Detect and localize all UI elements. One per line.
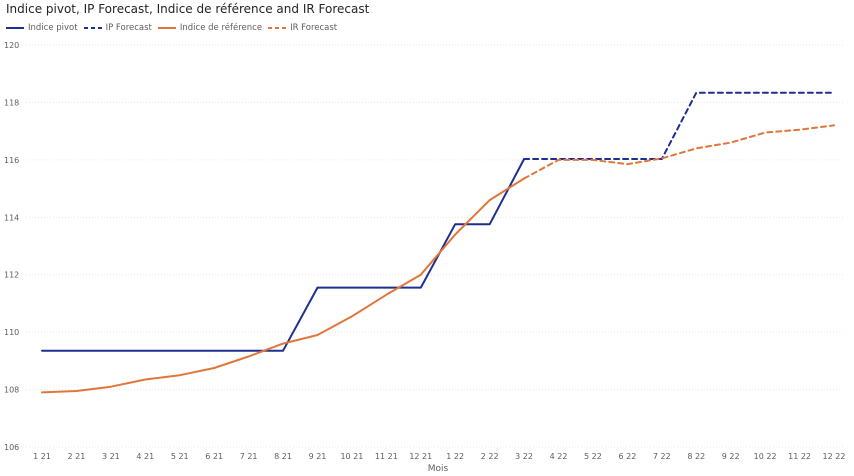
series-line-ip-forecast [523, 91, 835, 160]
x-tick-label: 10 21 [340, 452, 363, 461]
series-line-ir-forecast [523, 124, 835, 180]
x-tick-label: 6 21 [205, 452, 223, 461]
y-tick-label: 120 [4, 41, 19, 50]
legend-label-ir-forecast: IR Forecast [290, 23, 338, 33]
legend-swatch-ip-forecast [83, 27, 102, 29]
x-tick-label: 2 22 [481, 452, 499, 461]
series-line-indice-de-reference [41, 177, 526, 394]
x-tick-label: 8 22 [687, 452, 705, 461]
x-tick-label: 5 21 [171, 452, 189, 461]
x-tick-label: 1 21 [33, 452, 51, 461]
x-tick-label: 8 21 [274, 452, 292, 461]
x-tick-label: 12 22 [823, 452, 846, 461]
y-tick-label: 106 [4, 443, 19, 452]
legend-label-ip-forecast: IP Forecast [105, 23, 152, 33]
x-tick-label: 3 22 [515, 452, 533, 461]
y-tick-label: 112 [4, 271, 19, 280]
x-tick-label: 1 22 [446, 452, 464, 461]
y-tick-label: 110 [4, 328, 19, 337]
legend-swatch-ir-forecast [268, 27, 287, 29]
x-tick-label: 3 21 [102, 452, 120, 461]
chart-title: Indice pivot, IP Forecast, Indice de réf… [6, 2, 370, 16]
y-tick-label: 118 [4, 98, 19, 107]
x-tick-label: 12 21 [409, 452, 432, 461]
legend-label-indice-de-reference: Indice de référence [179, 23, 263, 33]
legend-swatch-indice-pivot [6, 27, 24, 29]
legend-item-indice-pivot[interactable]: Indice pivot [6, 23, 78, 33]
legend-item-ir-forecast[interactable]: IR Forecast [268, 23, 337, 33]
x-tick-label: 11 21 [375, 452, 398, 461]
legend-item-indice-de-reference[interactable]: Indice de référence [157, 23, 263, 33]
x-tick-label: 4 22 [550, 452, 568, 461]
x-tick-label: 9 22 [722, 452, 740, 461]
x-tick-label: 10 22 [754, 452, 777, 461]
legend-item-ip-forecast[interactable]: IP Forecast [83, 23, 152, 33]
legend-label-indice-pivot: Indice pivot [28, 23, 78, 33]
x-tick-label: 5 22 [584, 452, 602, 461]
series-line-indice-pivot [41, 158, 526, 352]
x-tick-label: 7 21 [240, 452, 258, 461]
x-tick-label: 2 21 [68, 452, 86, 461]
x-tick-label: 11 22 [788, 452, 811, 461]
y-tick-label: 108 [4, 386, 19, 395]
legend-swatch-indice-de-reference [157, 27, 176, 29]
x-axis-title: Mois [428, 464, 449, 474]
x-tick-label: 6 22 [618, 452, 636, 461]
x-tick-label: 9 21 [309, 452, 327, 461]
x-tick-label: 4 21 [136, 452, 154, 461]
y-tick-label: 116 [4, 156, 19, 165]
y-tick-label: 114 [4, 213, 19, 222]
x-tick-label: 7 22 [653, 452, 671, 461]
legend: Indice pivot IP Forecast Indice de référ… [6, 21, 343, 35]
